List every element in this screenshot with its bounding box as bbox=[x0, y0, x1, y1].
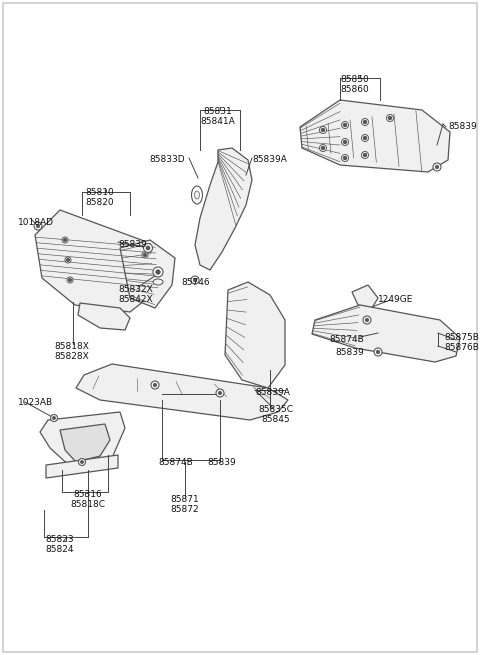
Polygon shape bbox=[352, 285, 378, 308]
Text: 85316
85818C: 85316 85818C bbox=[71, 490, 106, 510]
Circle shape bbox=[62, 237, 68, 243]
Polygon shape bbox=[35, 210, 168, 312]
Text: 85839: 85839 bbox=[208, 458, 236, 467]
Circle shape bbox=[34, 222, 42, 230]
Text: 85839A: 85839A bbox=[255, 388, 290, 397]
Text: 85871
85872: 85871 85872 bbox=[170, 495, 199, 514]
Text: 85839: 85839 bbox=[448, 122, 477, 131]
Text: 1023AB: 1023AB bbox=[18, 398, 53, 407]
Circle shape bbox=[388, 117, 392, 119]
Circle shape bbox=[344, 157, 347, 160]
Circle shape bbox=[320, 145, 326, 151]
Circle shape bbox=[67, 259, 69, 261]
Text: 85839: 85839 bbox=[118, 240, 147, 249]
Circle shape bbox=[341, 138, 348, 145]
Text: 85839A: 85839A bbox=[252, 155, 287, 164]
Text: 1249GE: 1249GE bbox=[378, 295, 413, 304]
Circle shape bbox=[156, 270, 160, 274]
Circle shape bbox=[144, 244, 153, 252]
Circle shape bbox=[374, 348, 382, 356]
Circle shape bbox=[191, 276, 199, 284]
Circle shape bbox=[69, 278, 72, 281]
Text: 85835C
85845: 85835C 85845 bbox=[259, 405, 293, 424]
Circle shape bbox=[218, 391, 222, 395]
Circle shape bbox=[363, 121, 367, 124]
Circle shape bbox=[344, 124, 347, 126]
Circle shape bbox=[64, 238, 66, 241]
Text: 85823
85824: 85823 85824 bbox=[46, 535, 74, 554]
Circle shape bbox=[216, 389, 224, 397]
Text: 85831
85841A: 85831 85841A bbox=[201, 107, 235, 126]
Polygon shape bbox=[60, 424, 110, 462]
Text: 85818X
85828X: 85818X 85828X bbox=[55, 342, 89, 362]
Circle shape bbox=[153, 383, 157, 387]
Circle shape bbox=[67, 277, 73, 283]
Polygon shape bbox=[312, 305, 460, 362]
Circle shape bbox=[146, 246, 150, 250]
Circle shape bbox=[341, 121, 348, 128]
Circle shape bbox=[365, 318, 369, 322]
Circle shape bbox=[81, 460, 84, 464]
Text: 85874B: 85874B bbox=[158, 458, 193, 467]
Text: 85850
85860: 85850 85860 bbox=[341, 75, 370, 94]
Text: 1018AD: 1018AD bbox=[18, 218, 54, 227]
Polygon shape bbox=[78, 303, 130, 330]
Circle shape bbox=[341, 155, 348, 162]
Circle shape bbox=[79, 458, 85, 466]
Circle shape bbox=[361, 119, 369, 126]
Circle shape bbox=[153, 267, 163, 277]
Text: 85875B
85876B: 85875B 85876B bbox=[444, 333, 479, 352]
Circle shape bbox=[193, 278, 197, 282]
Circle shape bbox=[320, 126, 326, 134]
Circle shape bbox=[142, 252, 148, 258]
Polygon shape bbox=[225, 282, 285, 388]
Text: 85874B: 85874B bbox=[329, 335, 364, 344]
Circle shape bbox=[361, 134, 369, 141]
Text: 85833D: 85833D bbox=[149, 155, 185, 164]
Circle shape bbox=[344, 141, 347, 143]
Circle shape bbox=[363, 316, 371, 324]
Circle shape bbox=[65, 257, 71, 263]
Circle shape bbox=[50, 415, 58, 422]
Ellipse shape bbox=[192, 186, 203, 204]
Circle shape bbox=[322, 128, 324, 132]
Circle shape bbox=[52, 417, 56, 420]
Circle shape bbox=[144, 253, 146, 256]
Ellipse shape bbox=[194, 191, 200, 199]
Text: 85746: 85746 bbox=[182, 278, 210, 287]
Circle shape bbox=[151, 381, 159, 389]
Circle shape bbox=[322, 147, 324, 149]
Text: 85839: 85839 bbox=[335, 348, 364, 357]
Circle shape bbox=[433, 163, 441, 171]
Text: 85832X
85842X: 85832X 85842X bbox=[119, 285, 154, 305]
Polygon shape bbox=[40, 412, 125, 470]
Circle shape bbox=[435, 165, 439, 169]
Polygon shape bbox=[76, 364, 288, 420]
Polygon shape bbox=[195, 148, 252, 270]
Circle shape bbox=[363, 136, 367, 140]
Circle shape bbox=[361, 151, 369, 159]
Polygon shape bbox=[120, 240, 175, 308]
Polygon shape bbox=[300, 100, 450, 172]
Polygon shape bbox=[46, 455, 118, 478]
Text: 85810
85820: 85810 85820 bbox=[85, 188, 114, 208]
Circle shape bbox=[376, 350, 380, 354]
Circle shape bbox=[36, 224, 40, 228]
Circle shape bbox=[363, 153, 367, 157]
Ellipse shape bbox=[153, 279, 163, 285]
Circle shape bbox=[386, 115, 394, 121]
